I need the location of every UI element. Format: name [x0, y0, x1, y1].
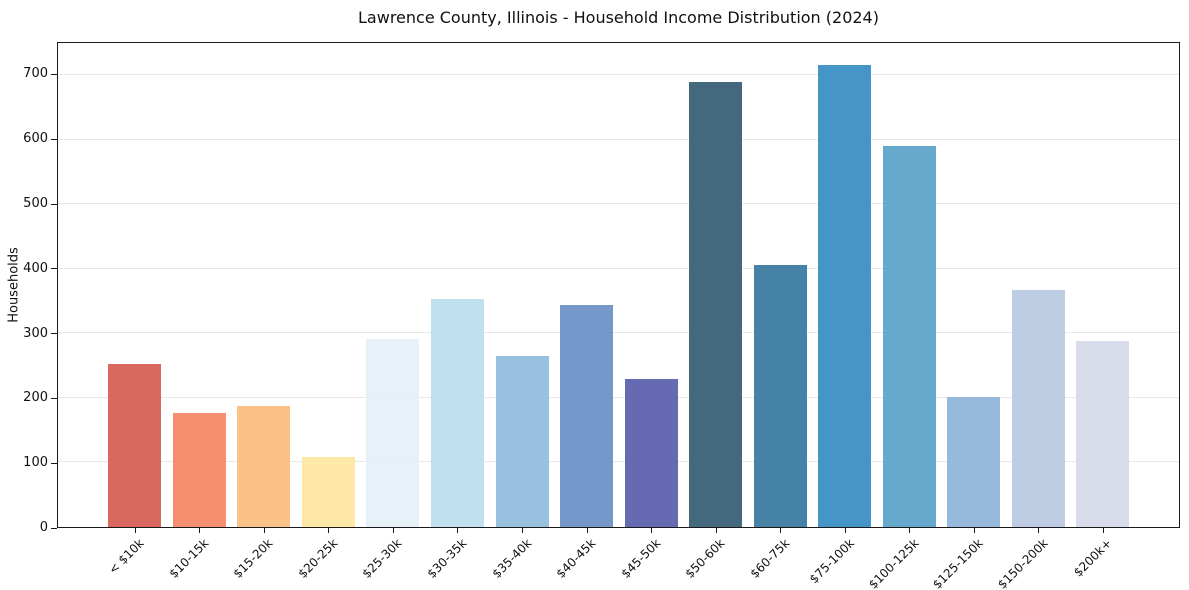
x-tick — [263, 528, 265, 533]
x-tick — [715, 528, 717, 533]
chart-title: Lawrence County, Illinois - Household In… — [358, 8, 879, 27]
bar — [366, 339, 420, 527]
bar — [1076, 341, 1130, 527]
y-tick — [51, 527, 57, 529]
x-tick-label: $200k+ — [1071, 536, 1115, 580]
gridline — [58, 203, 1179, 205]
x-tick-label: $10-15k — [166, 536, 212, 581]
x-tick — [909, 528, 911, 533]
x-tick — [134, 528, 136, 533]
x-tick-label: $30-35k — [424, 536, 470, 581]
plot-area — [57, 42, 1180, 528]
gridline — [58, 267, 1179, 269]
x-tick-label: $125-150k — [930, 536, 986, 590]
x-tick-label: $25-30k — [359, 536, 405, 581]
x-tick — [1038, 528, 1040, 533]
gridline — [58, 461, 1179, 463]
y-tick-label: 400 — [23, 260, 48, 276]
x-tick — [1102, 528, 1104, 533]
x-tick-label: $60-75k — [747, 536, 793, 581]
bar — [689, 81, 743, 527]
y-tick-label: 0 — [39, 520, 48, 535]
x-tick — [522, 528, 523, 533]
y-axis-label-text: Households — [6, 247, 22, 323]
x-tick — [392, 528, 394, 533]
x-tick — [328, 528, 330, 533]
y-tick-label: 200 — [23, 390, 48, 406]
x-tick — [780, 528, 782, 533]
x-tick — [844, 528, 846, 533]
bar — [947, 396, 1001, 527]
x-tick — [586, 528, 588, 533]
x-tick-label: $50-60k — [682, 536, 728, 581]
bar — [882, 146, 936, 527]
bar — [818, 64, 872, 527]
gridline — [58, 332, 1179, 334]
bar — [560, 305, 614, 527]
y-tick — [51, 462, 57, 464]
x-tick-label: < $10k — [105, 536, 147, 577]
y-tick — [51, 138, 57, 140]
gridline — [58, 138, 1179, 140]
x-tick — [457, 528, 459, 533]
gridline — [58, 74, 1179, 76]
x-tick-label: $150-200k — [994, 536, 1051, 590]
bar — [430, 299, 484, 527]
y-tick-label: 600 — [23, 131, 48, 147]
y-tick-label: 300 — [23, 325, 48, 341]
y-tick — [51, 333, 57, 335]
x-tick — [199, 528, 201, 533]
y-tick-label: 700 — [23, 66, 48, 82]
bar — [301, 457, 355, 527]
bar — [237, 405, 291, 527]
bar — [1011, 290, 1065, 527]
gridline — [58, 396, 1179, 398]
x-tick-label: $75-100k — [806, 536, 857, 587]
y-tick — [51, 268, 57, 270]
y-tick — [51, 397, 57, 399]
y-tick-label: 500 — [23, 196, 48, 211]
bar — [495, 356, 549, 527]
bar — [172, 412, 226, 527]
bar — [753, 265, 807, 527]
x-tick-label: $20-25k — [295, 536, 341, 581]
y-tick — [51, 73, 57, 75]
x-tick — [973, 528, 975, 533]
x-tick-label: $100-125k — [865, 536, 922, 590]
x-tick-label: $15-20k — [230, 536, 276, 581]
y-tick — [51, 203, 57, 205]
bar — [624, 378, 678, 527]
bar — [108, 363, 162, 527]
x-tick-label: $45-50k — [618, 536, 663, 581]
x-tick — [651, 528, 653, 533]
x-tick-label: $40-45k — [553, 536, 599, 581]
x-tick-label: $35-40k — [489, 536, 534, 581]
y-tick-label: 100 — [23, 455, 48, 471]
